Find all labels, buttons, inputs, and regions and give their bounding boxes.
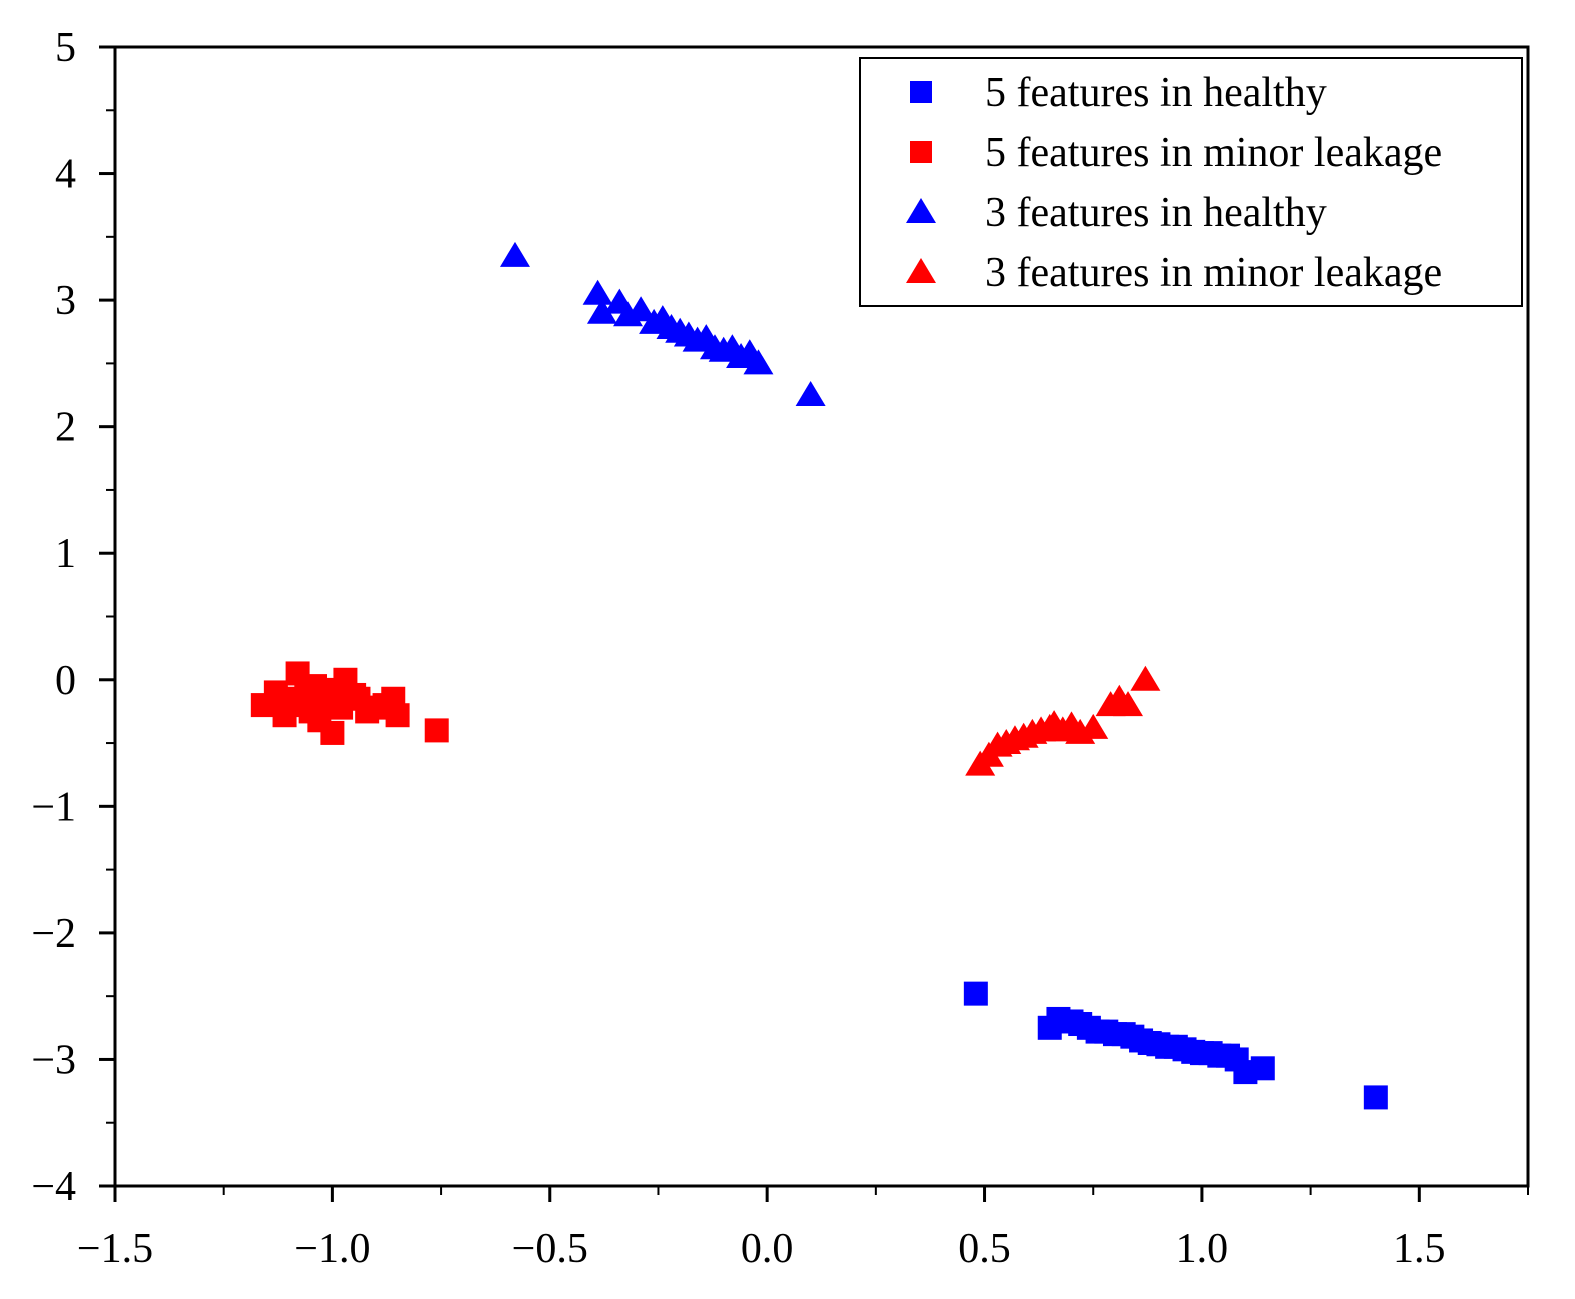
series-2-point	[499, 241, 530, 267]
y-tick-label: 3	[55, 278, 76, 324]
y-tick-label: −4	[31, 1164, 76, 1210]
series-3-point	[1078, 713, 1109, 739]
legend-label: 5 features in minor leakage	[985, 130, 1442, 176]
x-tick-label: 0.5	[958, 1226, 1011, 1272]
y-tick-label: 5	[55, 25, 76, 71]
series-1-point	[385, 703, 410, 728]
legend-square-red	[910, 141, 932, 163]
x-axis-tick-labels: −1.5 −1.0 −0.5 0.0 0.5 1.0 1.5	[77, 1226, 1446, 1272]
y-tick-label: 2	[55, 405, 76, 451]
x-tick-label: −1.0	[294, 1226, 370, 1272]
y-tick-label: 0	[55, 658, 76, 704]
series-2-point	[795, 381, 826, 407]
series-1-point	[320, 720, 345, 745]
y-tick-label: −3	[31, 1037, 76, 1083]
x-tick-label: −1.5	[77, 1226, 153, 1272]
series-3-point	[1113, 691, 1144, 717]
x-tick-label: −0.5	[512, 1226, 588, 1272]
x-tick-label: 1.0	[1176, 1226, 1229, 1272]
series-0-point	[1250, 1056, 1275, 1081]
data-marks	[250, 241, 1388, 1110]
series-2-point	[582, 279, 613, 305]
series-3-point	[1130, 665, 1161, 691]
legend-square-blue	[910, 81, 932, 103]
legend-box	[859, 57, 1523, 307]
legend-label: 3 features in minor leakage	[985, 250, 1442, 296]
series-1-point	[424, 718, 449, 743]
legend-label: 3 features in healthy	[985, 190, 1327, 236]
legend-triangle-red	[906, 258, 936, 283]
y-tick-label: 4	[55, 152, 76, 198]
legend-label: 5 features in healthy	[985, 70, 1327, 116]
axis-ticks	[99, 45, 1529, 1202]
x-tick-label: 1.5	[1393, 1226, 1446, 1272]
series-2-point	[743, 349, 774, 375]
y-axis-tick-labels: 5 4 3 2 1 0 −1 −2 −3 −4	[31, 25, 76, 1210]
legend: 5 features in healthy 5 features in mino…	[859, 57, 1523, 307]
series-2-point	[586, 298, 617, 324]
legend-triangle-blue	[906, 198, 936, 223]
series-0-point	[1363, 1085, 1388, 1110]
series-2-point	[626, 296, 657, 322]
y-tick-label: −1	[31, 784, 76, 830]
y-tick-label: 1	[55, 531, 76, 577]
series-0-point	[963, 981, 988, 1006]
x-tick-label: 0.0	[741, 1226, 794, 1272]
y-tick-label: −2	[31, 911, 76, 957]
